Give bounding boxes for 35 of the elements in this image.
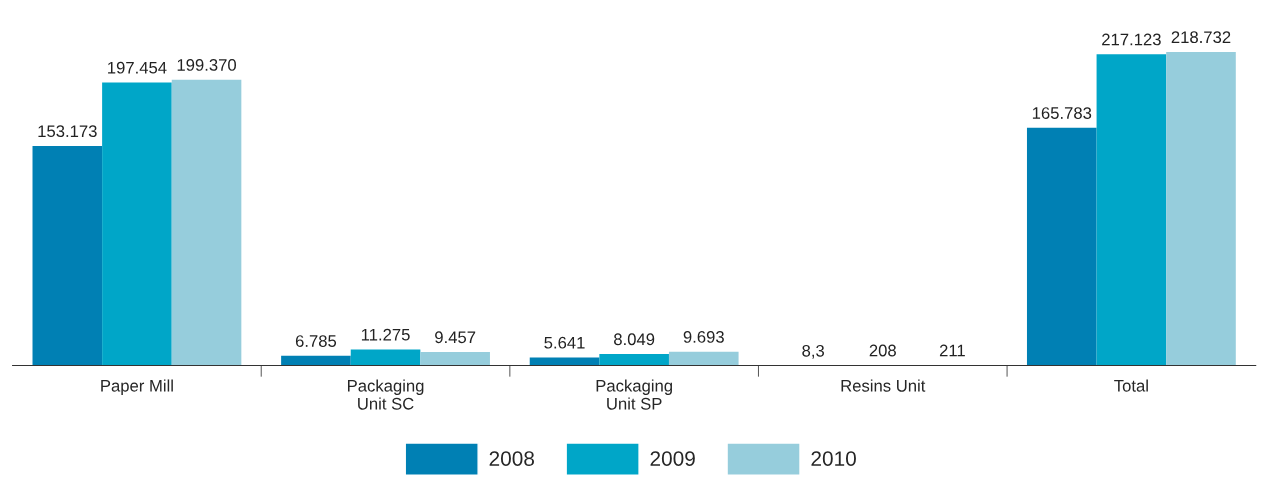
bar xyxy=(668,351,739,366)
data-label: 9.693 xyxy=(683,331,724,343)
x-tick-label: Total xyxy=(1114,379,1148,392)
x-tick-label: Resins Unit xyxy=(841,379,926,392)
legend-label: 2009 xyxy=(650,451,695,466)
data-label: 153.173 xyxy=(38,125,97,138)
data-label: 218.732 xyxy=(1171,31,1231,44)
bar xyxy=(32,145,103,366)
x-tick-label: Packaging Unit SP xyxy=(596,379,672,410)
bar xyxy=(1026,127,1097,366)
data-label: 5.641 xyxy=(544,336,585,349)
bar xyxy=(1166,51,1236,366)
data-label: 197.454 xyxy=(108,61,167,74)
bar xyxy=(1096,54,1167,366)
data-label: 11.275 xyxy=(361,328,410,341)
x-tick-label: Packaging Unit SC xyxy=(347,379,424,410)
bar xyxy=(102,82,172,366)
data-label: 165.783 xyxy=(1032,107,1092,119)
legend-label: 2008 xyxy=(489,451,535,466)
bar xyxy=(420,352,490,366)
data-label: 211 xyxy=(939,344,965,357)
data-label: 9.457 xyxy=(435,331,476,344)
data-label: 199.370 xyxy=(177,59,237,71)
bar xyxy=(171,79,242,366)
data-label: 8.049 xyxy=(614,333,655,346)
data-label: 8,3 xyxy=(802,344,825,359)
data-label: 208 xyxy=(869,344,896,357)
x-tick-label: Paper Mill xyxy=(101,379,173,395)
bar xyxy=(281,355,351,366)
bar xyxy=(350,349,421,366)
bar xyxy=(599,354,669,366)
legend-label: 2010 xyxy=(811,451,856,466)
data-label: 217.123 xyxy=(1102,33,1161,46)
bar xyxy=(529,357,600,366)
data-label: 6.785 xyxy=(295,335,337,347)
